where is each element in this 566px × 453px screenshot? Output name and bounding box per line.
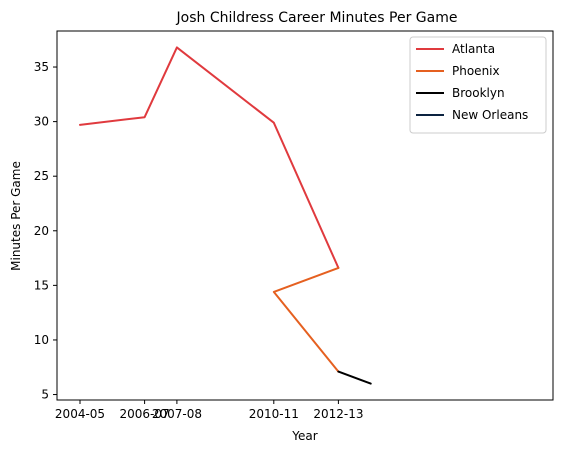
legend-label: Phoenix bbox=[452, 64, 500, 78]
y-tick-label: 10 bbox=[34, 333, 49, 347]
legend-label: Brooklyn bbox=[452, 86, 505, 100]
plot-frame bbox=[56, 30, 554, 401]
x-tick-label: 2007-08 bbox=[152, 407, 202, 421]
y-axis-ticks: 5 10 15 20 25 30 35 bbox=[34, 60, 57, 402]
y-tick-label: 30 bbox=[34, 115, 49, 129]
x-tick-label: 2010-11 bbox=[249, 407, 299, 421]
plot-lines bbox=[79, 46, 372, 385]
x-axis-label: Year bbox=[291, 429, 317, 443]
x-tick-label: 2006-07 bbox=[120, 407, 170, 421]
series-line-atlanta bbox=[79, 46, 340, 269]
y-axis-label: Minutes Per Game bbox=[9, 161, 23, 271]
y-tick-label: 5 bbox=[41, 388, 49, 402]
legend-box bbox=[409, 36, 547, 134]
y-tick-label: 20 bbox=[34, 224, 49, 238]
y-tick-label: 15 bbox=[34, 278, 49, 292]
y-tick-label: 35 bbox=[34, 60, 49, 74]
series-line-phoenix bbox=[272, 266, 340, 373]
legend-label: New Orleans bbox=[452, 108, 528, 122]
chart-title: Josh Childress Career Minutes Per Game bbox=[176, 10, 458, 26]
legend: Atlanta Phoenix Brooklyn New Orleans bbox=[409, 36, 547, 134]
series-line-brooklyn bbox=[337, 370, 372, 385]
y-tick-label: 25 bbox=[34, 169, 49, 183]
x-tick-label: 2012-13 bbox=[313, 407, 363, 421]
x-tick-label: 2004-05 bbox=[55, 407, 105, 421]
legend-label: Atlanta bbox=[452, 42, 495, 56]
